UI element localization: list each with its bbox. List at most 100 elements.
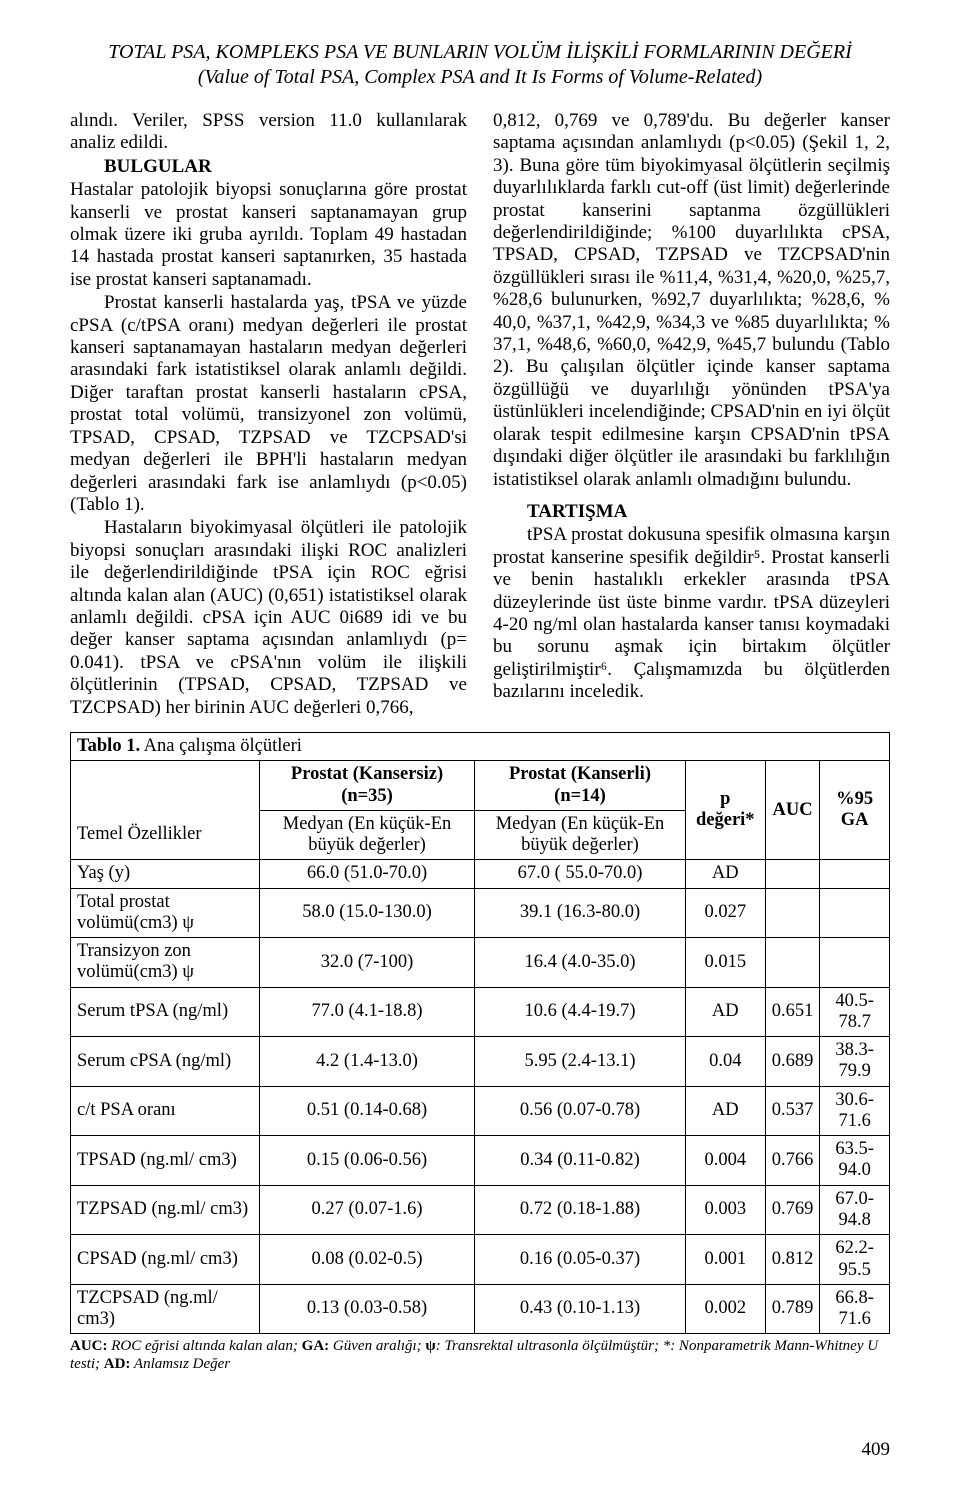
th-ga: %95 GA — [820, 761, 890, 860]
table-caption-rest: Ana çalışma ölçütleri — [140, 736, 302, 756]
row-auc — [765, 888, 820, 938]
table-row: TPSAD (ng.ml/ cm3) 0.15 (0.06-0.56) 0.34… — [71, 1136, 890, 1186]
left-p2: Hastalar patolojik biyopsi sonuçlarına g… — [70, 179, 467, 291]
row-auc: 0.769 — [765, 1185, 820, 1235]
th-med1: Medyan (En küçük-En büyük değerler) — [259, 810, 474, 860]
table-row: Yaş (y) 66.0 (51.0-70.0) 67.0 ( 55.0-70.… — [71, 860, 890, 888]
header-line-2: (Value of Total PSA, Complex PSA and It … — [198, 66, 762, 88]
left-p4: Hastaların biyokimyasal ölçütleri ile pa… — [70, 517, 467, 719]
row-label: TZPSAD (ng.ml/ cm3) — [71, 1185, 260, 1235]
row-p: 0.004 — [685, 1136, 765, 1186]
row-auc: 0.766 — [765, 1136, 820, 1186]
page: TOTAL PSA, KOMPLEKS PSA VE BUNLARIN VOLÜ… — [0, 0, 960, 1485]
row-b: 16.4 (4.0-35.0) — [475, 938, 686, 988]
row-a: 58.0 (15.0-130.0) — [259, 888, 474, 938]
row-ga — [820, 860, 890, 888]
row-auc — [765, 860, 820, 888]
table-caption-cell: Tablo 1. Ana çalışma ölçütleri — [71, 732, 890, 760]
row-label: TPSAD (ng.ml/ cm3) — [71, 1136, 260, 1186]
left-column: alındı. Veriler, SPSS version 11.0 kulla… — [70, 110, 467, 720]
table-row: Serum tPSA (ng/ml) 77.0 (4.1-18.8) 10.6 … — [71, 987, 890, 1037]
table-row: TZPSAD (ng.ml/ cm3) 0.27 (0.07-1.6) 0.72… — [71, 1185, 890, 1235]
row-p: 0.04 — [685, 1037, 765, 1087]
th-blank — [71, 761, 260, 811]
th-med2: Medyan (En küçük-En büyük değerler) — [475, 810, 686, 860]
row-p: AD — [685, 860, 765, 888]
row-p: 0.001 — [685, 1235, 765, 1285]
row-ga: 38.3-79.9 — [820, 1037, 890, 1087]
row-a: 66.0 (51.0-70.0) — [259, 860, 474, 888]
left-p3: Prostat kanserli hastalarda yaş, tPSA ve… — [70, 292, 467, 516]
row-b: 0.56 (0.07-0.78) — [475, 1086, 686, 1136]
row-p: 0.002 — [685, 1284, 765, 1334]
tartisma-heading-p: TARTIŞMA — [493, 501, 890, 523]
row-auc: 0.537 — [765, 1086, 820, 1136]
table-caption-row: Tablo 1. Ana çalışma ölçütleri — [71, 732, 890, 760]
row-auc: 0.812 — [765, 1235, 820, 1285]
th-kansersiz: Prostat (Kansersiz) (n=35) — [259, 761, 474, 811]
row-a: 32.0 (7-100) — [259, 938, 474, 988]
row-label: Serum cPSA (ng/ml) — [71, 1037, 260, 1087]
running-header: TOTAL PSA, KOMPLEKS PSA VE BUNLARIN VOLÜ… — [70, 40, 890, 90]
right-p2: tPSA prostat dokusuna spesifik olmasına … — [493, 524, 890, 703]
right-column: 0,812, 0,769 ve 0,789'du. Bu değerler ka… — [493, 110, 890, 720]
table-row: Total prostat volümü(cm3) ψ 58.0 (15.0-1… — [71, 888, 890, 938]
table-1: Tablo 1. Ana çalışma ölçütleri Prostat (… — [70, 732, 890, 1373]
row-ga: 66.8-71.6 — [820, 1284, 890, 1334]
page-number: 409 — [862, 1439, 891, 1461]
row-a: 77.0 (4.1-18.8) — [259, 987, 474, 1037]
row-p: AD — [685, 987, 765, 1037]
row-a: 4.2 (1.4-13.0) — [259, 1037, 474, 1087]
table-head-row-1: Prostat (Kansersiz) (n=35) Prostat (Kans… — [71, 761, 890, 811]
row-label: CPSAD (ng.ml/ cm3) — [71, 1235, 260, 1285]
row-label: Yaş (y) — [71, 860, 260, 888]
th-p: p değeri* — [685, 761, 765, 860]
row-label: TZCPSAD (ng.ml/ cm3) — [71, 1284, 260, 1334]
header-line-1: TOTAL PSA, KOMPLEKS PSA VE BUNLARIN VOLÜ… — [108, 41, 851, 63]
row-b: 0.16 (0.05-0.37) — [475, 1235, 686, 1285]
two-column-body: alındı. Veriler, SPSS version 11.0 kulla… — [70, 110, 890, 720]
row-a: 0.08 (0.02-0.5) — [259, 1235, 474, 1285]
row-auc: 0.789 — [765, 1284, 820, 1334]
row-p: 0.003 — [685, 1185, 765, 1235]
th-kanserli: Prostat (Kanserli) (n=14) — [475, 761, 686, 811]
table-row: TZCPSAD (ng.ml/ cm3) 0.13 (0.03-0.58) 0.… — [71, 1284, 890, 1334]
row-b: 0.43 (0.10-1.13) — [475, 1284, 686, 1334]
row-p: 0.027 — [685, 888, 765, 938]
left-p1: alındı. Veriler, SPSS version 11.0 kulla… — [70, 110, 467, 155]
row-b: 39.1 (16.3-80.0) — [475, 888, 686, 938]
row-p: AD — [685, 1086, 765, 1136]
row-ga: 63.5-94.0 — [820, 1136, 890, 1186]
row-a: 0.27 (0.07-1.6) — [259, 1185, 474, 1235]
row-b: 10.6 (4.4-19.7) — [475, 987, 686, 1037]
right-p1: 0,812, 0,769 ve 0,789'du. Bu değerler ka… — [493, 110, 890, 491]
row-auc: 0.689 — [765, 1037, 820, 1087]
table-1-table: Tablo 1. Ana çalışma ölçütleri Prostat (… — [70, 732, 890, 1334]
table-footnote: AUC: ROC eğrisi altında kalan alan; GA: … — [70, 1337, 890, 1373]
row-label: Transizyon zon volümü(cm3) ψ — [71, 938, 260, 988]
row-label: Total prostat volümü(cm3) ψ — [71, 888, 260, 938]
row-label: Serum tPSA (ng/ml) — [71, 987, 260, 1037]
bulgular-block: BULGULAR — [70, 156, 467, 178]
row-ga: 40.5-78.7 — [820, 987, 890, 1037]
th-temel: Temel Özellikler — [71, 810, 260, 860]
row-p: 0.015 — [685, 938, 765, 988]
row-a: 0.13 (0.03-0.58) — [259, 1284, 474, 1334]
row-a: 0.15 (0.06-0.56) — [259, 1136, 474, 1186]
row-b: 67.0 ( 55.0-70.0) — [475, 860, 686, 888]
th-auc: AUC — [765, 761, 820, 860]
table-row: CPSAD (ng.ml/ cm3) 0.08 (0.02-0.5) 0.16 … — [71, 1235, 890, 1285]
bulgular-heading: BULGULAR — [104, 156, 212, 177]
footnote-text: AUC: ROC eğrisi altında kalan alan; GA: … — [70, 1338, 878, 1372]
row-auc: 0.651 — [765, 987, 820, 1037]
row-ga: 30.6-71.6 — [820, 1086, 890, 1136]
row-a: 0.51 (0.14-0.68) — [259, 1086, 474, 1136]
row-ga — [820, 938, 890, 988]
table-row: c/t PSA oranı 0.51 (0.14-0.68) 0.56 (0.0… — [71, 1086, 890, 1136]
row-ga: 62.2-95.5 — [820, 1235, 890, 1285]
row-b: 0.34 (0.11-0.82) — [475, 1136, 686, 1186]
row-b: 5.95 (2.4-13.1) — [475, 1037, 686, 1087]
row-auc — [765, 938, 820, 988]
row-b: 0.72 (0.18-1.88) — [475, 1185, 686, 1235]
table-caption-bold: Tablo 1. — [77, 736, 140, 756]
